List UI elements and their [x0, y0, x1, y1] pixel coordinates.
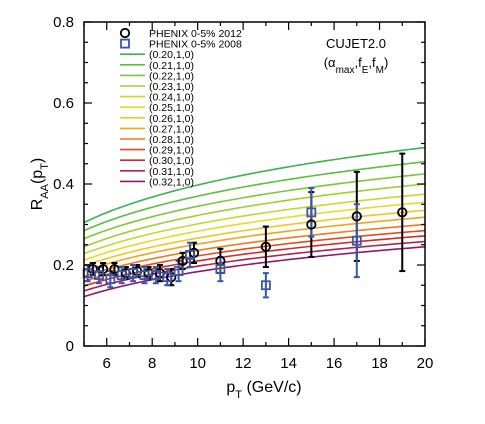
- curve-(0.28,1,0): [83, 223, 426, 278]
- curve-(0.30,1,0): [83, 235, 426, 287]
- x-tick-label: 20: [417, 355, 434, 372]
- point-square-13: [351, 235, 362, 246]
- point-square-4: [128, 268, 139, 279]
- legend-label: (0.27,1,0): [149, 123, 194, 135]
- point-square-10: [215, 264, 226, 274]
- point-square-5: [139, 270, 150, 281]
- curve-(0.32,1,0): [83, 245, 426, 298]
- x-axis-title: pT (GeV/c): [226, 379, 301, 401]
- point-square-8: [173, 266, 184, 276]
- legend-marker-circle: [119, 27, 131, 39]
- curve-(0.23,1,0): [83, 183, 426, 248]
- curve-(0.29,1,0): [83, 229, 426, 282]
- y-tick-label: 0: [66, 338, 74, 355]
- point-square-2: [105, 274, 116, 285]
- annotation-line-2: (αmax,fE,fM): [324, 55, 389, 76]
- y-tick-label: 0.8: [53, 14, 74, 31]
- curve-(0.22,1,0): [83, 173, 426, 240]
- point-circle-13: [351, 211, 362, 222]
- legend-label: (0.31,1,0): [149, 166, 194, 178]
- y-tick-label: 0.4: [53, 176, 74, 193]
- point-circle-14: [397, 207, 408, 218]
- curve-(0.21,1,0): [83, 160, 426, 232]
- point-square-12: [306, 207, 317, 218]
- curve-(0.24,1,0): [83, 193, 426, 255]
- y-tick-label: 0.2: [53, 257, 74, 274]
- annotation-line-1: CUJET2.0: [326, 36, 386, 51]
- x-tick-label: 6: [103, 355, 111, 372]
- x-tick-label: 10: [189, 355, 206, 372]
- legend-label: (0.22,1,0): [149, 70, 194, 82]
- point-circle-8: [177, 255, 188, 267]
- point-circle-12: [306, 219, 317, 230]
- legend-label: (0.21,1,0): [149, 60, 194, 72]
- y-tick-label: 0.6: [53, 95, 74, 112]
- legend-label: (0.29,1,0): [149, 145, 194, 157]
- legend-label: (0.24,1,0): [149, 92, 194, 104]
- legend-label: (0.25,1,0): [149, 102, 194, 114]
- data-markers: [82, 207, 408, 291]
- curve-(0.20,1,0): [83, 146, 426, 224]
- point-square-9: [185, 249, 195, 260]
- point-square-3: [116, 270, 127, 281]
- legend-label: (0.30,1,0): [149, 155, 194, 167]
- legend-label: (0.26,1,0): [149, 113, 194, 125]
- point-square-6: [150, 270, 161, 281]
- x-tick-label: 8: [148, 355, 156, 372]
- point-square-7: [162, 272, 173, 283]
- curve-(0.27,1,0): [83, 216, 426, 272]
- y-axis-title: RAA(pT): [29, 158, 51, 211]
- x-tick-label: 14: [280, 355, 297, 372]
- axis-ticks: 6 8 10 12 14 16 18 20 0 0.2 0.4 0.6 0.8: [53, 14, 433, 372]
- legend-label: (0.20,1,0): [149, 49, 194, 61]
- legend-label: (0.32,1,0): [149, 176, 194, 188]
- legend-label: PHENIX 0-5% 2008: [149, 39, 242, 51]
- x-tick-label: 18: [371, 355, 388, 372]
- legend-label: (0.23,1,0): [149, 81, 194, 93]
- curve-(0.26,1,0): [83, 209, 426, 267]
- x-tick-label: 12: [235, 355, 252, 372]
- legend-label: PHENIX 0-5% 2012: [149, 28, 242, 40]
- x-tick-label: 16: [326, 355, 343, 372]
- legend-marker-square: [120, 38, 130, 49]
- point-square-11: [260, 280, 271, 291]
- legend-label: (0.28,1,0): [149, 134, 194, 146]
- plot-frame: [83, 21, 426, 347]
- point-circle-2: [109, 263, 120, 275]
- curve-(0.25,1,0): [83, 201, 426, 261]
- point-circle-11: [260, 241, 271, 252]
- point-square-1: [94, 270, 104, 281]
